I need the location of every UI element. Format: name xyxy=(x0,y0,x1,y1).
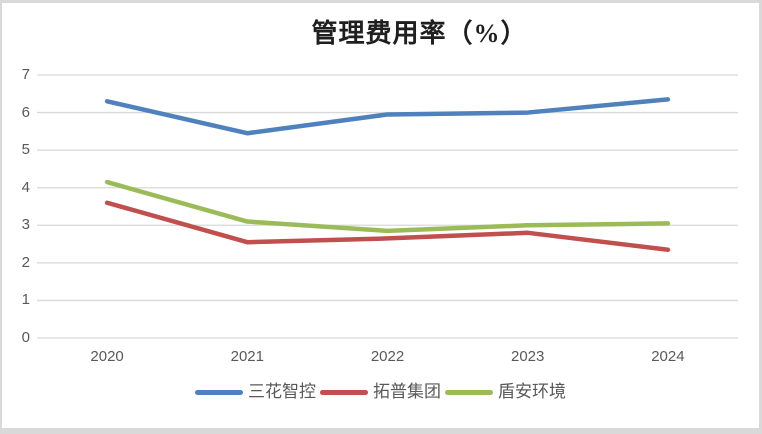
chart-title: 管理费用率（%） xyxy=(311,19,528,48)
plot-area xyxy=(37,74,738,339)
x-axis-category-label: 2022 xyxy=(370,348,405,365)
legend-swatch-icon xyxy=(445,389,493,395)
legend-item-3: 盾安环境 xyxy=(445,381,566,403)
x-axis-category-label: 2020 xyxy=(90,348,124,365)
legend-item-1: 三花智控 xyxy=(195,381,316,403)
y-axis-tick-label: 5 xyxy=(21,141,30,159)
x-axis-category-label: 2024 xyxy=(651,348,685,365)
y-axis-tick-label: 0 xyxy=(21,329,30,346)
legend-label: 盾安环境 xyxy=(498,382,566,401)
legend: 三花智控 拓普集团 盾安环境 xyxy=(2,381,759,403)
y-axis-tick-label: 7 xyxy=(21,66,30,83)
legend-swatch-icon xyxy=(320,389,368,395)
legend-item-2: 拓普集团 xyxy=(320,381,441,403)
legend-label: 三花智控 xyxy=(248,382,316,401)
legend-label: 拓普集团 xyxy=(373,382,441,401)
series-line-2 xyxy=(104,200,671,252)
y-axis-tick-label: 2 xyxy=(21,253,30,271)
x-axis-category-label: 2021 xyxy=(230,348,264,365)
y-axis-tick-label: 4 xyxy=(21,178,30,196)
y-axis-tick-label: 6 xyxy=(21,103,30,121)
legend-swatch-icon xyxy=(195,389,243,395)
series-line-1 xyxy=(104,97,671,136)
series-line-3 xyxy=(104,179,671,234)
x-axis-category-label: 2023 xyxy=(511,348,545,365)
y-axis-tick-label: 3 xyxy=(21,216,30,234)
y-axis-tick-label: 1 xyxy=(21,291,30,309)
